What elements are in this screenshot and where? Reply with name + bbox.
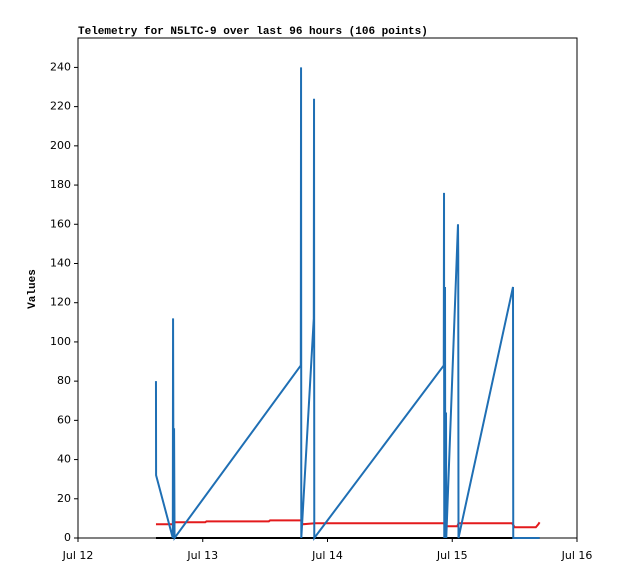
x-tick-label: Jul 15 bbox=[436, 549, 468, 562]
x-tick-label: Jul 13 bbox=[186, 549, 218, 562]
y-tick-label: 180 bbox=[50, 178, 71, 191]
y-tick-label: 60 bbox=[57, 413, 71, 426]
x-tick-label: Jul 14 bbox=[311, 549, 343, 562]
y-tick-label: 200 bbox=[50, 139, 71, 152]
y-tick-label: 40 bbox=[57, 453, 71, 466]
series-line bbox=[154, 67, 540, 542]
y-tick-label: 100 bbox=[50, 335, 71, 348]
y-tick-label: 220 bbox=[50, 100, 71, 113]
y-tick-label: 140 bbox=[50, 256, 71, 269]
x-tick-label: Jul 12 bbox=[62, 549, 94, 562]
y-tick-label: 120 bbox=[50, 296, 71, 309]
y-tick-label: 240 bbox=[50, 60, 71, 73]
y-tick-label: 80 bbox=[57, 374, 71, 387]
y-tick-label: 20 bbox=[57, 492, 71, 505]
x-tick-label: Jul 16 bbox=[561, 549, 593, 562]
series-line bbox=[155, 519, 541, 529]
y-tick-label: 160 bbox=[50, 217, 71, 230]
y-tick-label: 0 bbox=[64, 531, 71, 544]
chart-title: Telemetry for N5LTC-9 over last 96 hours… bbox=[78, 26, 428, 38]
plot-frame bbox=[77, 37, 578, 539]
y-axis-label: Values bbox=[27, 269, 39, 309]
